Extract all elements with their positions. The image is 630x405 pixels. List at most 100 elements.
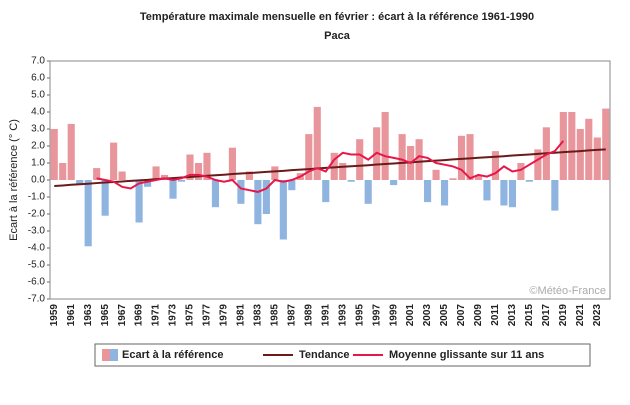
x-tick-label: 1993 <box>337 304 348 327</box>
bar <box>279 180 287 240</box>
bar <box>474 174 483 180</box>
bar <box>534 149 542 180</box>
bar <box>245 171 253 180</box>
x-tick-label: 2011 <box>490 304 501 326</box>
legend-label: Moyenne glissante sur 11 ans <box>389 349 544 361</box>
bar <box>76 180 84 186</box>
y-tick-label: 4.0 <box>31 107 45 118</box>
legend-label: Ecart à la référence <box>122 349 224 361</box>
x-tick-label: 2019 <box>558 304 569 327</box>
bar <box>169 180 177 199</box>
x-tick-label: 1999 <box>388 304 399 327</box>
legend-label: Tendance <box>299 349 350 361</box>
chart-title: Température maximale mensuelle en févrie… <box>140 11 534 23</box>
y-tick-label: 3.0 <box>31 124 45 135</box>
bar <box>390 180 398 186</box>
y-tick-label: 2.0 <box>31 141 45 152</box>
bar <box>585 118 593 180</box>
y-tick-label: -6.0 <box>28 277 46 288</box>
legend-swatch <box>102 349 110 361</box>
x-tick-label: 1997 <box>371 304 382 327</box>
bar <box>135 180 143 223</box>
x-tick-label: 1995 <box>354 304 365 327</box>
line <box>96 140 565 193</box>
bar <box>84 180 92 247</box>
y-tick-label: 7.0 <box>31 56 45 67</box>
y-tick-label: -4.0 <box>28 243 46 254</box>
plot-frame <box>49 60 611 300</box>
bar <box>330 152 338 180</box>
y-tick-label: -2.0 <box>28 209 46 220</box>
bar <box>525 180 533 182</box>
x-tick-label: 2009 <box>473 304 484 327</box>
y-tick-label: 6.0 <box>31 73 45 84</box>
bar <box>177 180 186 182</box>
x-tick-label: 1967 <box>117 304 128 327</box>
y-tick-label: 5.0 <box>31 90 45 101</box>
bar <box>364 180 372 204</box>
bar <box>356 139 364 180</box>
x-tick-label: 1961 <box>66 304 77 327</box>
bar <box>424 180 432 203</box>
bar <box>576 129 584 180</box>
x-tick-label: 2023 <box>592 304 603 327</box>
bar <box>517 163 525 180</box>
y-tick-label: -5.0 <box>28 260 46 271</box>
watermark: ©Météo-France <box>529 285 606 297</box>
x-tick-label: 1989 <box>303 304 314 327</box>
bar <box>398 134 406 180</box>
x-tick-label: 2007 <box>456 304 467 327</box>
bar <box>339 163 347 180</box>
bar <box>466 134 474 180</box>
bar <box>432 169 440 180</box>
x-tick-label: 2017 <box>541 304 552 327</box>
x-tick-label: 1981 <box>236 304 247 327</box>
bar <box>322 180 330 203</box>
bar <box>144 180 152 187</box>
bar <box>271 166 279 180</box>
bar <box>152 166 160 180</box>
bar <box>288 180 296 191</box>
x-tick-label: 1987 <box>286 304 297 327</box>
bar <box>110 142 118 180</box>
x-tick-label: 1971 <box>151 304 162 327</box>
bar <box>237 180 245 204</box>
bar <box>194 163 203 180</box>
x-tick-label: 1985 <box>269 304 280 327</box>
bar <box>59 163 67 180</box>
x-tick-label: 1959 <box>49 304 60 327</box>
bar <box>483 180 491 201</box>
bar <box>568 112 576 180</box>
y-tick-label: 0.0 <box>31 175 45 186</box>
y-tick-label: 1.0 <box>31 158 45 169</box>
bar <box>602 108 610 180</box>
bar <box>559 112 567 180</box>
x-tick-label: 2003 <box>422 304 433 327</box>
bar <box>551 180 559 211</box>
x-tick-label: 1975 <box>185 304 196 327</box>
bar <box>440 180 449 206</box>
bar <box>347 180 355 182</box>
bar <box>211 180 220 208</box>
bar <box>101 180 109 216</box>
bar <box>203 152 211 180</box>
x-tick-label: 2005 <box>439 304 450 327</box>
y-tick-label: -3.0 <box>28 226 46 237</box>
bar <box>457 135 466 180</box>
bar <box>491 151 500 180</box>
x-tick-label: 1963 <box>83 304 94 327</box>
bar <box>381 112 389 180</box>
x-tick-label: 1979 <box>219 304 230 327</box>
bar <box>228 147 236 180</box>
x-tick-label: 2013 <box>507 304 518 327</box>
bar <box>305 134 313 180</box>
y-tick-label: -7.0 <box>28 294 46 305</box>
legend-swatch <box>110 349 118 361</box>
bar <box>449 178 457 180</box>
bar <box>118 171 126 180</box>
y-axis-label: Ecart à la référence (° C) <box>8 119 20 241</box>
x-tick-label: 1977 <box>202 304 213 327</box>
x-tick-label: 1973 <box>168 304 179 327</box>
x-tick-label: 2001 <box>405 304 416 327</box>
